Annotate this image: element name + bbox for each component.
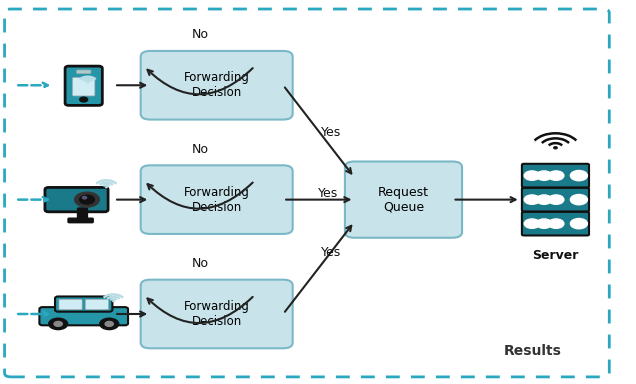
- Text: Yes: Yes: [321, 247, 342, 260]
- Circle shape: [536, 171, 552, 180]
- FancyBboxPatch shape: [78, 208, 87, 221]
- Circle shape: [570, 195, 588, 205]
- FancyBboxPatch shape: [85, 300, 108, 310]
- FancyBboxPatch shape: [68, 218, 93, 223]
- Text: No: No: [191, 143, 209, 156]
- Circle shape: [536, 195, 552, 204]
- Circle shape: [80, 97, 88, 102]
- FancyBboxPatch shape: [76, 70, 91, 73]
- FancyBboxPatch shape: [65, 66, 102, 105]
- Circle shape: [524, 195, 540, 204]
- Text: Forwarding
Decision: Forwarding Decision: [184, 71, 249, 99]
- Circle shape: [83, 196, 86, 199]
- FancyBboxPatch shape: [522, 164, 589, 187]
- Circle shape: [554, 147, 557, 149]
- Circle shape: [54, 321, 62, 326]
- FancyBboxPatch shape: [522, 212, 589, 235]
- Text: Yes: Yes: [318, 187, 338, 200]
- FancyBboxPatch shape: [55, 296, 113, 312]
- Text: Forwarding
Decision: Forwarding Decision: [184, 185, 249, 214]
- Circle shape: [548, 219, 564, 228]
- FancyBboxPatch shape: [45, 187, 108, 212]
- Circle shape: [570, 170, 588, 181]
- Circle shape: [524, 219, 540, 228]
- FancyBboxPatch shape: [141, 280, 293, 348]
- FancyBboxPatch shape: [345, 162, 462, 238]
- Circle shape: [74, 192, 99, 207]
- Text: Results: Results: [504, 344, 562, 358]
- Circle shape: [548, 171, 564, 180]
- Circle shape: [49, 318, 67, 329]
- Circle shape: [100, 318, 119, 329]
- Circle shape: [536, 219, 552, 228]
- FancyBboxPatch shape: [59, 300, 82, 310]
- Circle shape: [87, 82, 88, 83]
- FancyBboxPatch shape: [73, 78, 95, 96]
- Circle shape: [570, 218, 588, 229]
- FancyBboxPatch shape: [39, 307, 128, 325]
- FancyBboxPatch shape: [522, 188, 589, 212]
- Circle shape: [548, 195, 564, 204]
- Text: Yes: Yes: [321, 126, 342, 139]
- Circle shape: [106, 187, 107, 188]
- FancyBboxPatch shape: [141, 51, 293, 119]
- Circle shape: [105, 321, 113, 326]
- Text: No: No: [191, 257, 209, 270]
- Text: Forwarding
Decision: Forwarding Decision: [184, 300, 249, 328]
- FancyBboxPatch shape: [141, 166, 293, 234]
- Text: Server: Server: [532, 249, 579, 262]
- Circle shape: [524, 171, 540, 180]
- Text: Request
Queue: Request Queue: [378, 185, 429, 214]
- Circle shape: [80, 195, 94, 204]
- Text: No: No: [191, 28, 209, 41]
